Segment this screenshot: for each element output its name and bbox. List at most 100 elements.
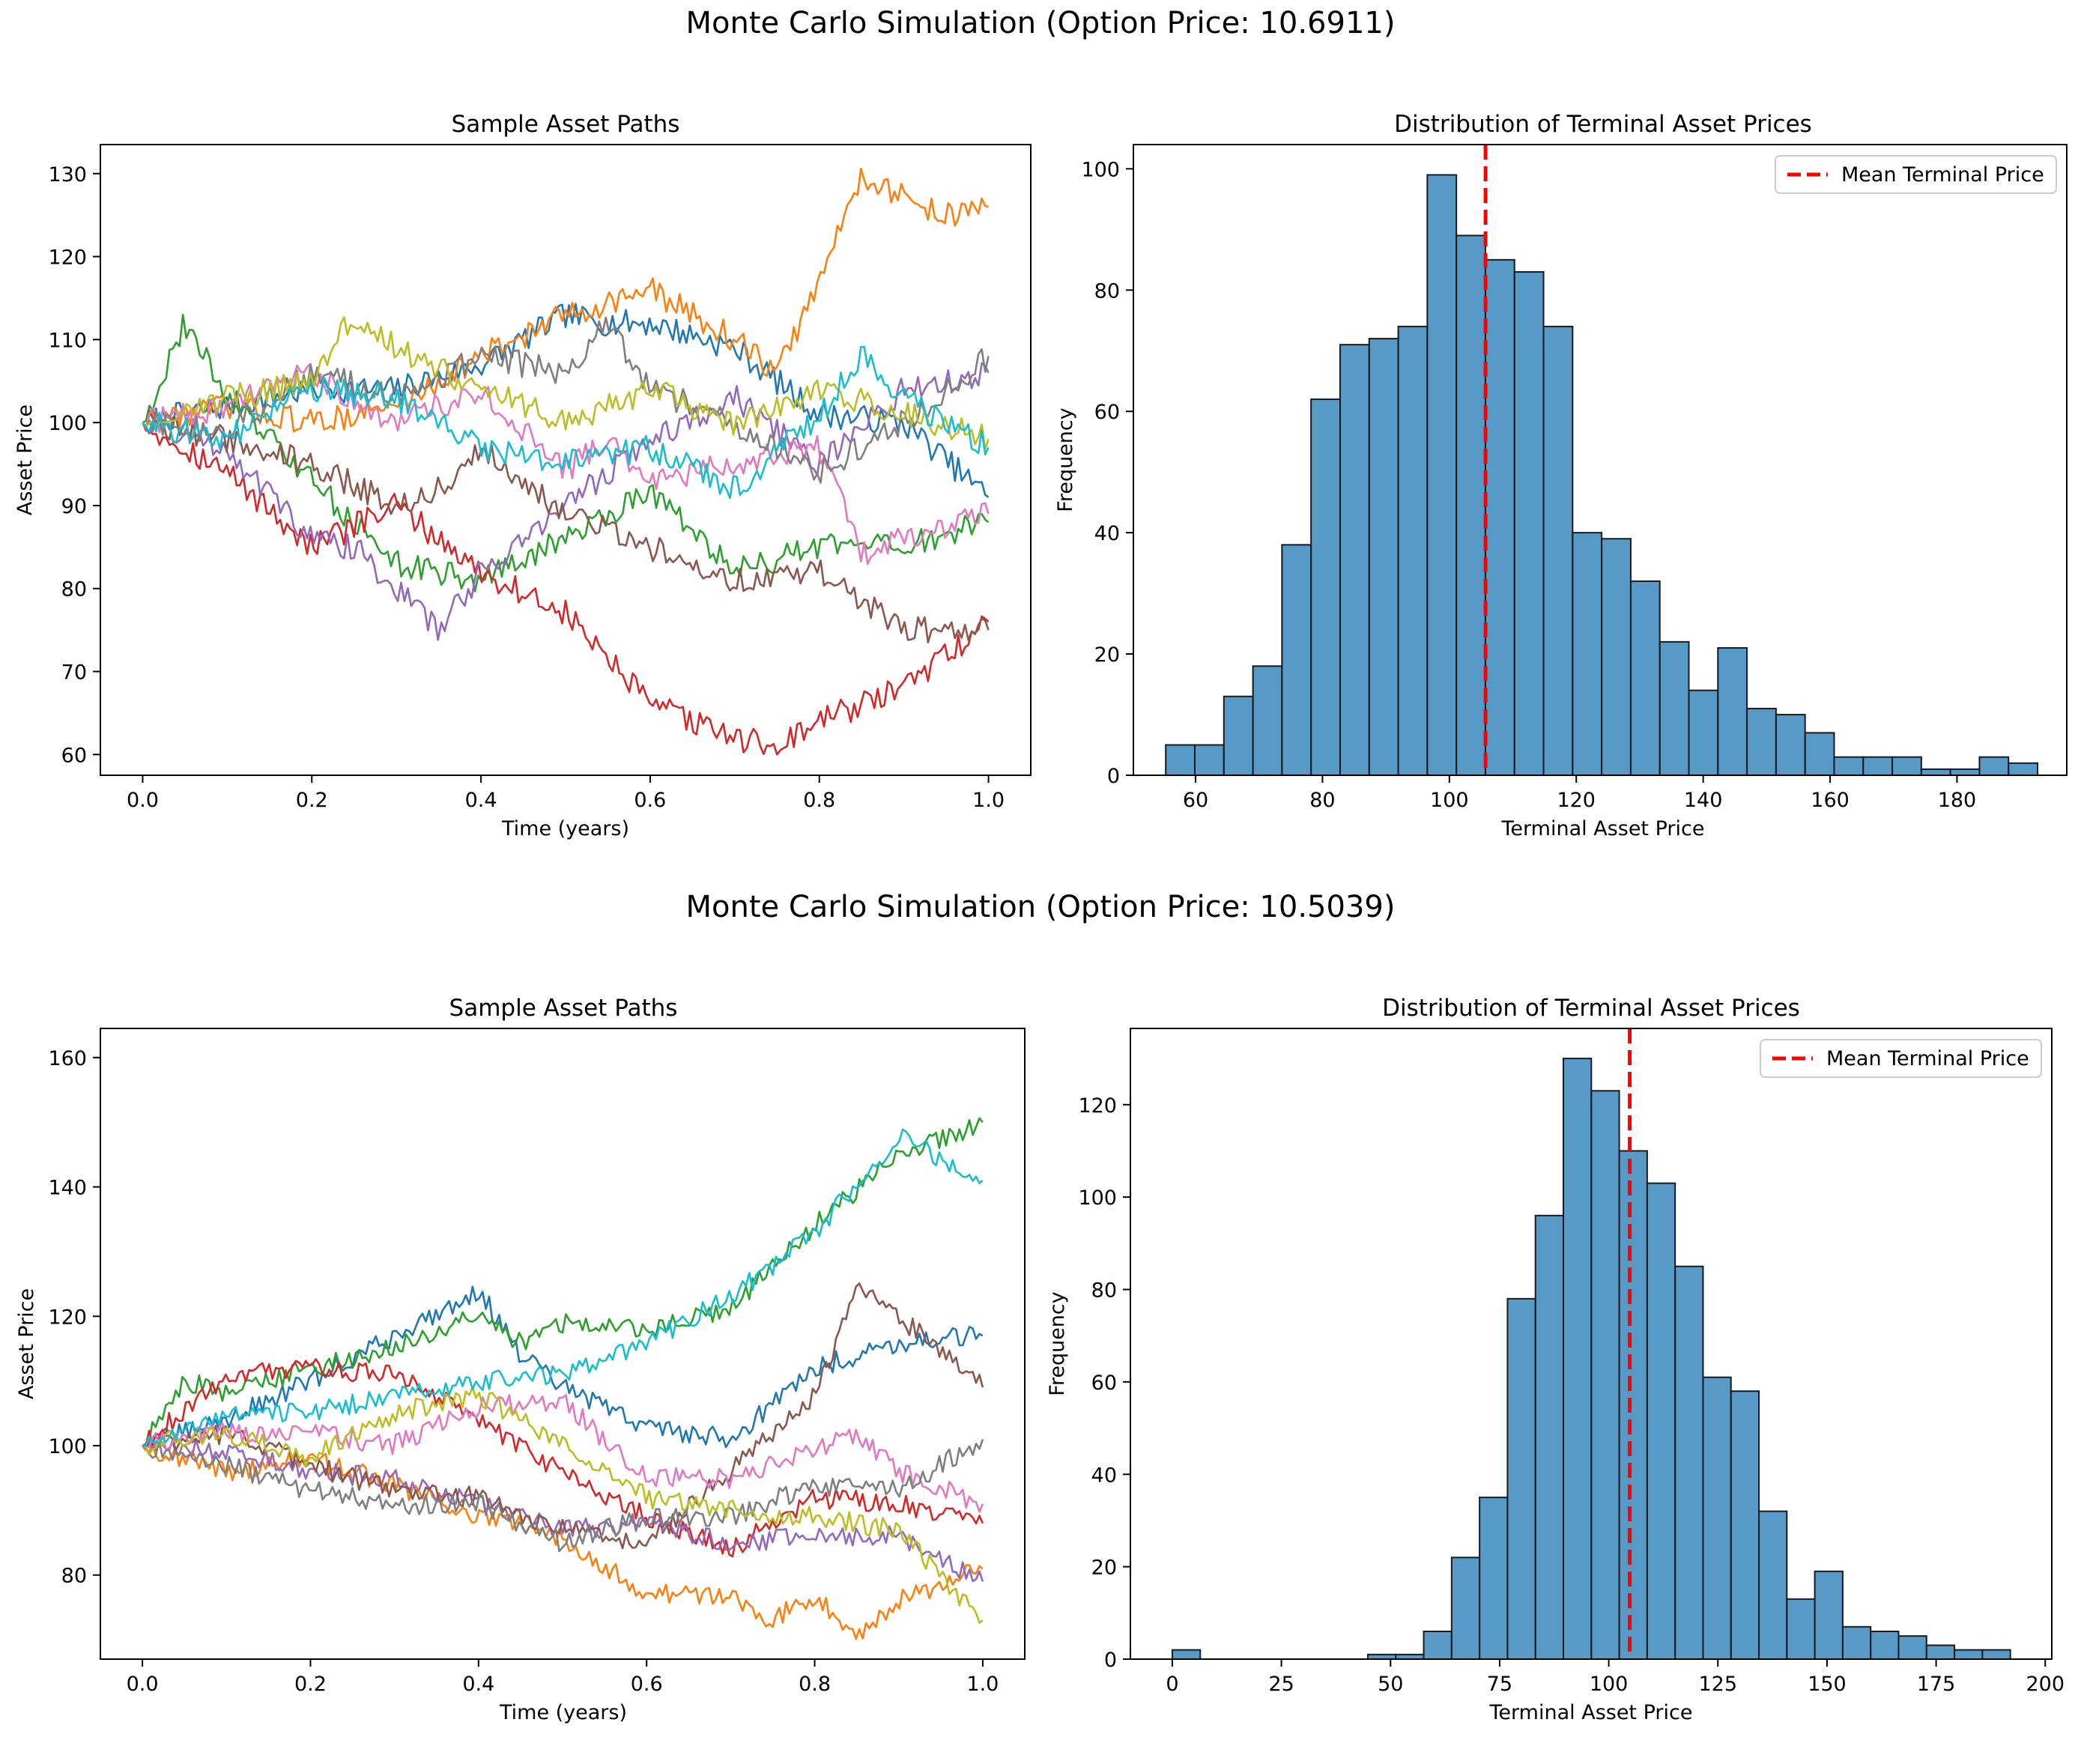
histogram-bar (1674, 1265, 1704, 1660)
paths-chart-2-frame (100, 1028, 1026, 1660)
hist-chart-2-xtick-label: 75 (1487, 1673, 1512, 1696)
asset-path-line-2 (142, 167, 989, 433)
asset-path-line-4 (142, 422, 990, 756)
asset-path-line-10 (142, 345, 990, 500)
paths-chart-1-xlabel: Time (years) (501, 817, 629, 840)
hist-chart-2-ytick-label: 80 (1091, 1279, 1117, 1303)
paths-chart-1-xtick-label: 0.0 (127, 789, 159, 812)
hist-chart-2-ytick-label: 0 (1104, 1649, 1117, 1672)
paths-chart-2-ytick-label: 80 (61, 1565, 87, 1588)
histogram-bar (1629, 580, 1661, 777)
histogram-bar (1484, 258, 1515, 777)
hist-chart-2-ytick-label: 40 (1091, 1464, 1117, 1487)
paths-chart-1-xtick-label: 0.6 (634, 789, 666, 812)
paths-chart-2-ytick-label: 100 (48, 1435, 87, 1458)
asset-path-line-5 (142, 1436, 984, 1583)
hist-chart-2-xtick-label: 200 (2026, 1673, 2065, 1696)
paths-chart-2-x-axis: 0.0 0.2 0.4 0.6 0.8 1.0 (127, 1659, 999, 1696)
hist-chart-2-xlabel: Terminal Asset Price (1489, 1701, 1693, 1724)
asset-path-line-7 (142, 1394, 984, 1513)
hist-chart-1-legend-label: Mean Terminal Price (1841, 163, 2044, 187)
hist-chart-1-xtick-label: 60 (1183, 789, 1208, 812)
hist-chart-1-x-axis: 60 80 100 120 140 160 180 (1183, 775, 1976, 812)
histogram-bar (1870, 1630, 1900, 1661)
paths-chart-2-title: Sample Asset Paths (449, 995, 678, 1022)
paths-chart-1-ytick-label: 70 (61, 661, 87, 685)
paths-chart-2-ytick-label: 120 (48, 1306, 87, 1329)
hist-chart-2-xtick-label: 150 (1808, 1673, 1847, 1696)
paths-chart-1-ytick-label: 130 (48, 163, 87, 187)
asset-path-line-1 (142, 303, 990, 498)
hist-chart-2-title: Distribution of Terminal Asset Prices (1382, 995, 1800, 1022)
hist-chart-2-xtick-label: 50 (1378, 1673, 1403, 1696)
asset-path-line-10 (142, 1128, 984, 1447)
paths-chart-2-ytick-label: 140 (48, 1177, 87, 1200)
histogram-bar (1479, 1497, 1509, 1660)
histogram-bar (1978, 756, 2010, 777)
asset-path-line-8 (142, 316, 990, 484)
paths-chart-1-ylabel: Asset Price (13, 404, 37, 515)
paths-chart-2-xtick-label: 0.0 (127, 1673, 159, 1696)
paths-chart-2-y-axis: 80 100 120 140 160 (48, 1047, 100, 1588)
paths-chart-1-xtick-label: 0.4 (465, 789, 497, 812)
asset-path-line-2 (142, 1444, 984, 1640)
histogram-bar (1786, 1598, 1816, 1661)
histogram-bar (1450, 1557, 1481, 1660)
histogram-bar (1981, 1649, 2011, 1661)
asset-path-line-9 (142, 1386, 984, 1624)
paths-chart-1-xtick-label: 1.0 (972, 789, 1005, 812)
hist-chart-2-legend-label: Mean Terminal Price (1826, 1047, 2029, 1070)
paths-chart-1-ytick-label: 100 (48, 412, 87, 435)
paths-chart-2-xlabel: Time (years) (499, 1701, 627, 1724)
hist-chart-2-y-axis: 0 20 40 60 80 100 120 (1078, 1094, 1130, 1672)
hist-chart-1-xtick-label: 160 (1811, 789, 1850, 812)
histogram-bar (1339, 344, 1370, 776)
asset-path-line-3 (142, 313, 990, 592)
paths-chart-1-x-axis: 0.0 0.2 0.4 0.6 0.8 1.0 (127, 775, 1005, 812)
paths-chart-1-xtick-label: 0.8 (803, 789, 835, 812)
histogram-bar (1506, 1297, 1536, 1661)
hist-chart-1-ytick-label: 100 (1081, 158, 1120, 181)
paths-chart-2-lines (142, 1117, 984, 1640)
hist-chart-1-xlabel: Terminal Asset Price (1501, 817, 1705, 840)
figure-2-suptitle: Monte Carlo Simulation (Option Price: 10… (686, 890, 1396, 924)
histogram-bar (1513, 271, 1545, 776)
histogram-bar (1423, 1630, 1453, 1661)
hist-chart-1-ytick-label: 0 (1107, 765, 1120, 788)
hist-chart-2-xtick-label: 100 (1590, 1673, 1629, 1696)
histogram-bar (1563, 1058, 1593, 1660)
hist-chart-2-xtick-label: 125 (1698, 1673, 1737, 1696)
hist-chart-2-ylabel: Frequency (1046, 1291, 1069, 1396)
paths-chart-2-xtick-label: 0.2 (294, 1673, 327, 1696)
hist-chart-1-title: Distribution of Terminal Asset Prices (1394, 111, 1812, 138)
histogram-bar (1456, 234, 1486, 776)
histogram-bar (1746, 707, 1777, 777)
histogram-bar (1601, 538, 1632, 776)
histogram-bar (1165, 744, 1196, 776)
histogram-bar (1534, 1214, 1565, 1661)
histogram-bar (1775, 714, 1806, 776)
hist-chart-1-xtick-label: 100 (1430, 789, 1469, 812)
hist-chart-1-xtick-label: 140 (1684, 789, 1723, 812)
hist-chart-2-xtick-label: 175 (1917, 1673, 1956, 1696)
histogram-bar (1891, 756, 1922, 777)
paths-chart-1-ytick-label: 80 (61, 578, 87, 601)
paths-chart-1-ytick-label: 120 (48, 246, 87, 270)
histogram-bar (1920, 768, 1951, 776)
hist-chart-1-ytick-label: 20 (1094, 643, 1120, 667)
histogram-bar (1758, 1510, 1788, 1660)
hist-chart-1: Distribution of Terminal Asset Prices 60… (1054, 111, 2068, 840)
paths-chart-1-frame (100, 144, 1032, 776)
paths-chart-2: Sample Asset Paths 0.0 0.2 0.4 0.6 0.8 1.0 80… (15, 995, 1026, 1724)
histogram-bar (1841, 1625, 1872, 1661)
hist-chart-1-bars (1165, 174, 2039, 777)
asset-path-line-5 (142, 362, 990, 641)
histogram-bar (1397, 325, 1429, 776)
hist-chart-1-xtick-label: 80 (1309, 789, 1335, 812)
hist-chart-2-ytick-label: 100 (1078, 1186, 1117, 1210)
hist-chart-1-xtick-label: 180 (1938, 789, 1977, 812)
paths-chart-1: Sample Asset Paths 0.0 0.2 0.4 0.6 0.8 1.0 60… (13, 111, 1032, 840)
paths-chart-1-y-axis: 60 70 80 90 100 110 120 130 (48, 163, 100, 767)
